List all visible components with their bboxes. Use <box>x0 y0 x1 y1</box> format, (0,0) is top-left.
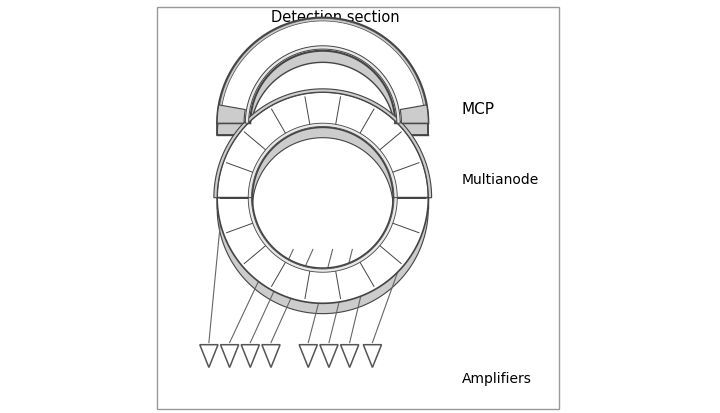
Polygon shape <box>217 30 428 135</box>
Polygon shape <box>299 345 318 368</box>
FancyBboxPatch shape <box>157 8 559 409</box>
Polygon shape <box>262 345 280 368</box>
Polygon shape <box>248 198 397 273</box>
Polygon shape <box>199 345 218 368</box>
Text: Amplifiers: Amplifiers <box>462 371 531 385</box>
Polygon shape <box>364 345 382 368</box>
Polygon shape <box>217 106 246 124</box>
Polygon shape <box>217 103 428 209</box>
Polygon shape <box>217 19 428 124</box>
Polygon shape <box>220 345 239 368</box>
Text: Multianode: Multianode <box>462 173 539 187</box>
Text: MCP: MCP <box>462 102 495 117</box>
Polygon shape <box>320 345 338 368</box>
Polygon shape <box>246 47 400 124</box>
Polygon shape <box>218 19 428 124</box>
Polygon shape <box>400 106 428 124</box>
Polygon shape <box>217 209 428 314</box>
Polygon shape <box>214 90 431 198</box>
Polygon shape <box>241 345 259 368</box>
Polygon shape <box>248 124 397 198</box>
Polygon shape <box>341 345 359 368</box>
Polygon shape <box>217 93 428 198</box>
Text: Detection section: Detection section <box>271 10 400 25</box>
Polygon shape <box>217 198 428 304</box>
